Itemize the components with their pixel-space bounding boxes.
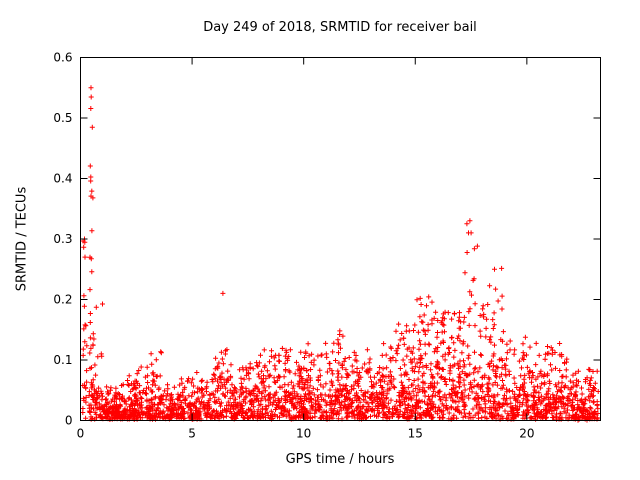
- svg-text:0: 0: [65, 414, 73, 428]
- chart-title: Day 249 of 2018, SRMTID for receiver bai…: [203, 20, 477, 35]
- svg-text:15: 15: [408, 427, 423, 441]
- svg-text:0.3: 0.3: [53, 232, 72, 246]
- svg-text:10: 10: [296, 427, 311, 441]
- svg-text:0.6: 0.6: [53, 51, 72, 65]
- svg-text:0.2: 0.2: [53, 293, 72, 307]
- svg-text:0.5: 0.5: [53, 111, 72, 125]
- svg-text:5: 5: [188, 427, 196, 441]
- svg-text:0.1: 0.1: [53, 353, 72, 367]
- x-axis-label: GPS time / hours: [285, 452, 395, 467]
- svg-text:0: 0: [77, 427, 85, 441]
- svg-text:20: 20: [519, 427, 534, 441]
- svg-text:0.4: 0.4: [53, 172, 72, 186]
